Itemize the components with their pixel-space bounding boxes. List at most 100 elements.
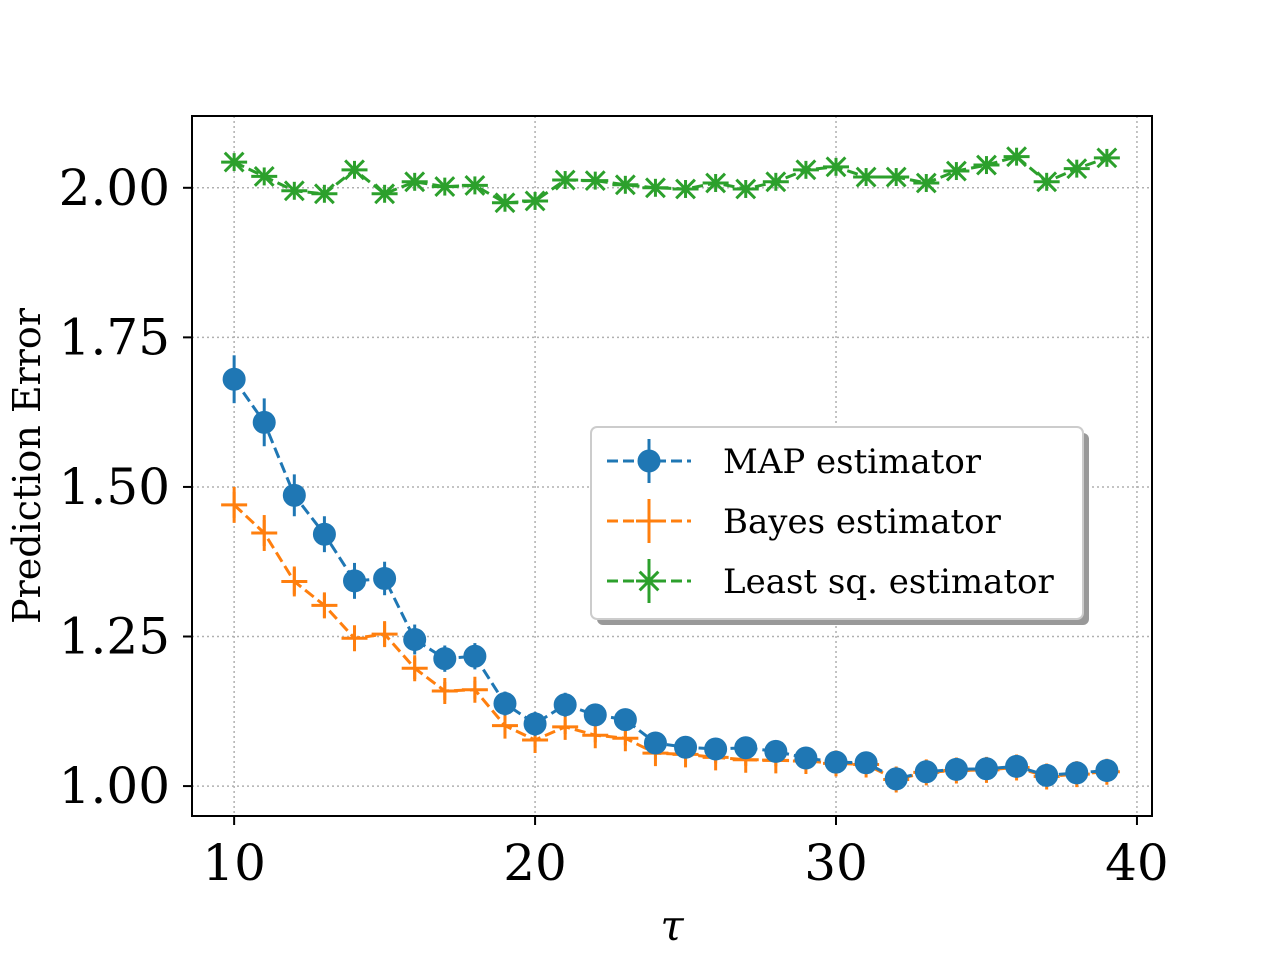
data-point: [612, 174, 639, 196]
data-point: [282, 483, 306, 507]
data-point: [764, 739, 788, 763]
data-point: [792, 159, 819, 181]
data-point: [553, 693, 577, 717]
data-point: [221, 491, 248, 518]
data-point: [523, 712, 547, 736]
data-point: [341, 625, 368, 652]
legend-item: MAP estimator: [607, 439, 982, 483]
data-point: [1063, 158, 1090, 180]
data-point: [251, 520, 278, 547]
data-point: [461, 174, 488, 196]
data-point: [823, 156, 850, 178]
data-point: [913, 172, 940, 194]
data-point: [431, 176, 458, 198]
data-point: [463, 644, 487, 668]
data-point: [491, 712, 518, 739]
data-point: [672, 178, 699, 200]
legend-item: Bayes estimator: [607, 499, 1002, 543]
legend-box: [590, 426, 1084, 620]
y-tick-label: 1.50: [59, 458, 170, 516]
data-point: [1003, 146, 1030, 168]
legend-swatch-marker: [637, 449, 661, 473]
x-tick-label: 20: [503, 834, 567, 892]
data-point: [643, 731, 667, 755]
data-point: [401, 655, 428, 682]
series-map-estimator: [222, 355, 1119, 791]
data-point: [552, 713, 579, 740]
data-point: [853, 166, 880, 188]
data-point: [222, 367, 246, 391]
data-point: [343, 569, 367, 593]
data-point: [1065, 761, 1089, 785]
data-point: [1093, 147, 1120, 169]
data-point: [281, 180, 308, 202]
data-point: [1005, 754, 1029, 778]
data-point: [794, 746, 818, 770]
data-point: [1035, 763, 1059, 787]
data-point: [251, 166, 278, 187]
data-point: [973, 154, 1000, 176]
y-axis-label: Prediction Error: [5, 307, 49, 624]
data-point: [583, 703, 607, 727]
data-point: [582, 170, 609, 192]
data-point: [491, 192, 518, 214]
data-point: [311, 592, 338, 619]
data-point: [461, 676, 488, 703]
legend-label: Least sq. estimator: [723, 562, 1054, 602]
legend: MAP estimator Bayes estimator Least sq. es…: [590, 426, 1089, 625]
data-point: [914, 760, 938, 784]
data-point: [674, 735, 698, 759]
y-tick-label: 1.75: [59, 308, 170, 366]
data-point: [281, 568, 308, 595]
data-point: [884, 767, 908, 791]
data-point: [732, 178, 759, 200]
data-point: [311, 183, 338, 205]
series-least-sq-estimator: [221, 146, 1120, 214]
legend-items: MAP estimator Bayes estimator Least sq. es…: [607, 439, 1054, 603]
data-point: [582, 722, 609, 749]
data-point: [433, 647, 457, 671]
x-tick-label: 10: [202, 834, 266, 892]
legend-swatch-marker: [636, 570, 662, 592]
data-point: [403, 628, 427, 652]
data-point: [944, 757, 968, 781]
data-point: [221, 151, 248, 173]
ticks: 10 20 30 40 1.00 1.25 1.50 1.75 2.00: [59, 159, 1169, 892]
data-point: [373, 566, 397, 590]
data-point: [252, 410, 276, 434]
data-point: [974, 757, 998, 781]
data-point: [312, 522, 336, 546]
legend-item: Least sq. estimator: [607, 559, 1054, 603]
data-point: [704, 737, 728, 761]
data-point: [824, 750, 848, 774]
data-point: [493, 692, 517, 716]
data-point: [341, 159, 368, 181]
y-tick-label: 2.00: [59, 159, 170, 217]
data-point: [854, 751, 878, 775]
data-point: [613, 708, 637, 732]
plot-frame: [191, 115, 1153, 817]
x-axis-label: τ: [660, 901, 684, 950]
y-tick-label: 1.00: [59, 757, 170, 815]
data-point: [642, 177, 669, 199]
data-point: [371, 621, 398, 648]
data-point: [943, 160, 970, 182]
data-point: [371, 183, 398, 205]
data-point: [762, 171, 789, 193]
data-point: [431, 677, 458, 704]
data-point: [883, 166, 910, 188]
data-point: [1095, 759, 1119, 783]
legend-label: Bayes estimator: [723, 502, 1002, 542]
y-tick-label: 1.25: [59, 608, 170, 666]
series-line: [233, 503, 1107, 782]
data-point: [522, 190, 549, 212]
data-point: [401, 171, 428, 193]
x-tick-label: 40: [1105, 834, 1169, 892]
legend-label: MAP estimator: [723, 442, 982, 482]
data-point: [702, 172, 729, 194]
data-point: [552, 169, 579, 191]
legend-swatch-marker: [636, 508, 662, 534]
series-layer: [221, 146, 1120, 793]
x-tick-label: 30: [804, 834, 868, 892]
